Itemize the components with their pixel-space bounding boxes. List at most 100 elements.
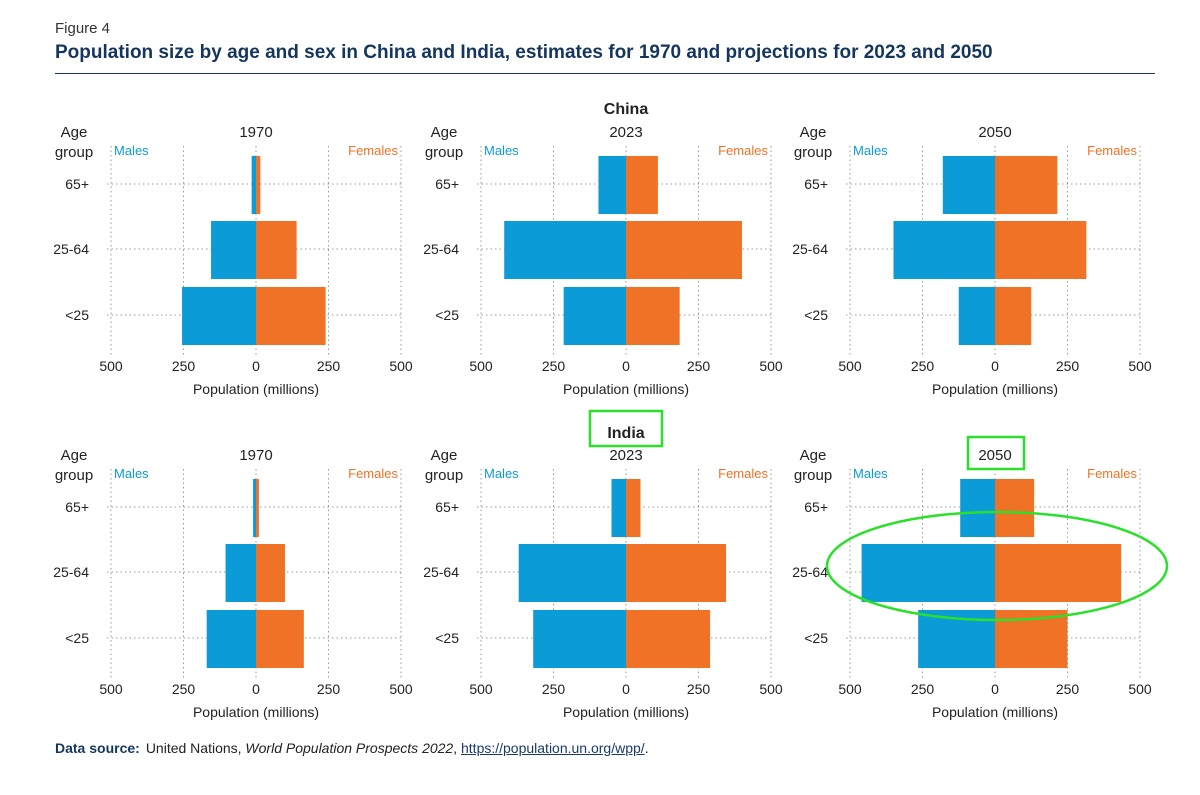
panel-china-2050-bar-males-2 <box>958 287 995 345</box>
panel-china-2023-xtick-2: 0 <box>622 358 630 374</box>
figure-title: Population size by age and sex in China … <box>55 42 993 63</box>
panel-india-2050-age-title-2: group <box>794 467 832 484</box>
panel-india-1970-xtick-4: 500 <box>389 681 413 697</box>
highlight-india-2050-title <box>966 435 1026 471</box>
panel-india-2050-age-title-1: Age <box>800 447 827 464</box>
panel-china-2023-females-label: Females <box>718 143 768 158</box>
panel-india-2050-category-label-1: 25-64 <box>792 564 828 580</box>
panel-india-1970-xtick-0: 500 <box>99 681 123 697</box>
panel-china-2050-bar-females-2 <box>995 287 1032 345</box>
panel-china-2023-category-label-1: 25-64 <box>423 241 459 257</box>
panel-china-2023-bar-females-1 <box>626 221 742 279</box>
panel-china-2050-bar-females-1 <box>995 221 1087 279</box>
panel-india-1970-males-label: Males <box>114 466 149 481</box>
panel-india-1970-xtick-1: 250 <box>172 681 196 697</box>
panel-india-1970-bar-females-0 <box>256 479 259 537</box>
panel-china-1970-category-label-1: 25-64 <box>53 241 89 257</box>
panel-india-2050-xtick-1: 250 <box>911 681 935 697</box>
panel-china-2023-age-title-2: group <box>425 144 463 161</box>
data-source: Data source: United Nations, World Popula… <box>55 740 649 756</box>
panel-india-1970-xlabel: Population (millions) <box>193 704 319 720</box>
panel-china-1970-category-label-0: 65+ <box>65 176 89 192</box>
figure-label: Figure 4 <box>55 20 111 37</box>
highlight-india-2050-working-age <box>825 510 1169 622</box>
panel-india-1970-females-label: Females <box>348 466 398 481</box>
highlight-india-label <box>588 409 664 448</box>
panel-india-1970-bar-males-2 <box>206 610 256 668</box>
panel-china-1970-bar-males-2 <box>182 287 256 345</box>
panel-india-2050-xtick-4: 500 <box>1128 681 1152 697</box>
panel-india-2050-xtick-2: 0 <box>991 681 999 697</box>
source-link[interactable]: https://population.un.org/wpp/ <box>461 740 645 756</box>
panel-china-1970-category-label-2: <25 <box>65 307 89 323</box>
panel-india-1970-bar-females-2 <box>256 610 304 668</box>
panel-china-1970-age-title-1: Age <box>61 124 88 141</box>
panel-china-2050-xtick-1: 250 <box>911 358 935 374</box>
panel-china-2050-age-title-1: Age <box>800 124 827 141</box>
panel-china-1970-bar-males-0 <box>251 156 256 214</box>
panel-india-1970-year-title: 1970 <box>239 447 272 464</box>
panel-india-2050-bar-females-0 <box>995 479 1035 537</box>
panel-china-1970-xtick-4: 500 <box>389 358 413 374</box>
panel-china-1970-year-title: 1970 <box>239 124 272 141</box>
panel-china-2050-bar-females-0 <box>995 156 1058 214</box>
panel-india-2023-bar-females-2 <box>626 610 711 668</box>
panel-china-2023-category-label-2: <25 <box>435 307 459 323</box>
panel-china-2023-bar-females-0 <box>626 156 658 214</box>
panel-india-2050-females-label: Females <box>1087 466 1137 481</box>
panel-india-2023-xtick-2: 0 <box>622 681 630 697</box>
panel-india-2050-category-label-0: 65+ <box>804 499 828 515</box>
panel-china-2023-year-title: 2023 <box>609 124 642 141</box>
panel-india-2023-bar-males-1 <box>518 544 626 602</box>
panel-china-2023-bar-females-2 <box>626 287 680 345</box>
panel-china-2050-bar-males-0 <box>942 156 995 214</box>
country-label-china: China <box>604 101 649 118</box>
panel-india-1970-xtick-3: 250 <box>317 681 341 697</box>
panel-china-2023-bar-males-0 <box>598 156 626 214</box>
source-label: Data source: <box>55 740 140 756</box>
panel-china-2050-category-label-2: <25 <box>804 307 828 323</box>
panel-china-2023-bar-males-1 <box>504 221 626 279</box>
panel-china-1970-females-label: Females <box>348 143 398 158</box>
panel-india-1970-xtick-2: 0 <box>252 681 260 697</box>
panel-india-1970-bar-females-1 <box>256 544 285 602</box>
panel-china-2050-category-label-0: 65+ <box>804 176 828 192</box>
panel-india-2023-xtick-0: 500 <box>469 681 493 697</box>
panel-india-2023-year-title: 2023 <box>609 447 642 464</box>
panel-china-2023-males-label: Males <box>484 143 519 158</box>
panel-china-2050-xtick-2: 0 <box>991 358 999 374</box>
panel-india-2050-bar-males-1 <box>861 544 995 602</box>
panel-india-1970-category-label-2: <25 <box>65 630 89 646</box>
panel-china-1970-bar-females-1 <box>256 221 297 279</box>
panel-india-2023-bar-males-0 <box>611 479 626 537</box>
panel-india-2023-category-label-0: 65+ <box>435 499 459 515</box>
panel-china-2050-males-label: Males <box>853 143 888 158</box>
panel-china-1970-xtick-2: 0 <box>252 358 260 374</box>
panel-india-2023-bar-males-2 <box>533 610 626 668</box>
panel-india-2050-category-label-2: <25 <box>804 630 828 646</box>
panel-china-2050-xtick-4: 500 <box>1128 358 1152 374</box>
panel-china-2023-xlabel: Population (millions) <box>563 381 689 397</box>
panel-india-2023-bar-females-1 <box>626 544 727 602</box>
source-publication: World Population Prospects 2022 <box>245 740 454 756</box>
panel-china-1970-bar-females-0 <box>256 156 261 214</box>
source-separator: , <box>453 740 461 756</box>
panel-india-2023-age-title-1: Age <box>431 447 458 464</box>
panel-india-2050-bar-males-0 <box>960 479 995 537</box>
panel-china-2023-age-title-1: Age <box>431 124 458 141</box>
panel-china-1970-age-title-2: group <box>55 144 93 161</box>
panel-china-1970-xtick-3: 250 <box>317 358 341 374</box>
panel-india-1970-age-title-2: group <box>55 467 93 484</box>
panel-india-2023-category-label-2: <25 <box>435 630 459 646</box>
panel-china-2023-xtick-4: 500 <box>759 358 783 374</box>
panel-china-2023-category-label-0: 65+ <box>435 176 459 192</box>
source-end: . <box>644 740 649 756</box>
panel-india-1970-category-label-0: 65+ <box>65 499 89 515</box>
panel-india-2023-xlabel: Population (millions) <box>563 704 689 720</box>
panel-china-2050-xlabel: Population (millions) <box>932 381 1058 397</box>
panel-india-2023-xtick-3: 250 <box>687 681 711 697</box>
panel-india-2050-males-label: Males <box>853 466 888 481</box>
panel-china-2050-age-title-2: group <box>794 144 832 161</box>
panel-china-1970-males-label: Males <box>114 143 149 158</box>
